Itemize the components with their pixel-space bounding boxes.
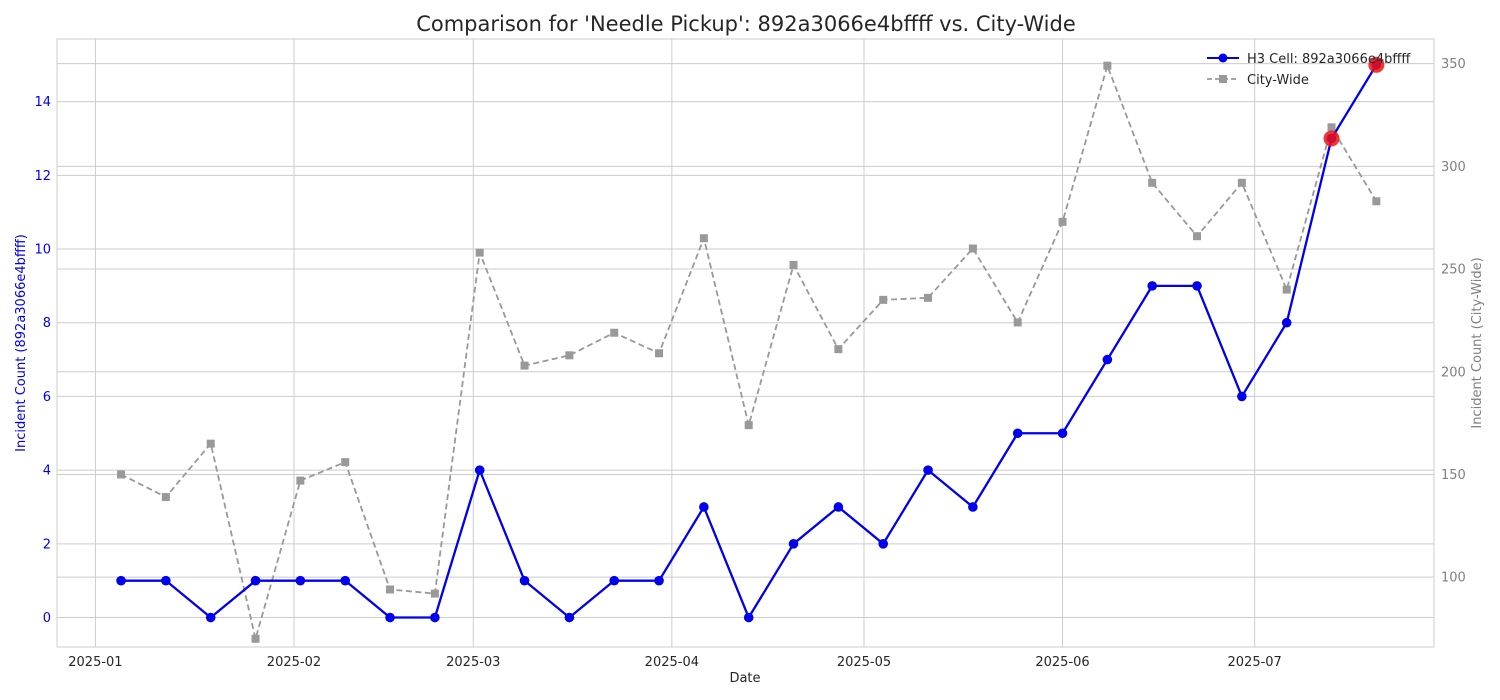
data-point-city-wide [1282,285,1291,294]
left-tick-label: 12 [34,169,51,184]
data-point-h3-cell [1147,281,1157,291]
right-tick-label: 100 [1441,571,1466,586]
data-point-city-wide [430,589,439,598]
data-point-city-wide [251,634,260,643]
data-point-city-wide [117,470,126,479]
data-point-city-wide [699,234,708,243]
data-point-h3-cell [116,575,126,586]
data-point-h3-cell [295,575,306,586]
data-point-city-wide [520,361,529,370]
data-point-h3-cell [564,612,575,623]
x-tick-label: 2025-02 [267,655,321,670]
highlighted-point [1323,130,1340,147]
data-point-h3-cell [474,465,485,475]
left-axis-ticks: 0 2 4 6 8 10 12 14 [34,95,51,626]
x-tick-label: 2025-06 [1035,655,1089,670]
highlight-layer [1323,56,1385,147]
data-point-city-wide [1103,61,1112,70]
data-point-h3-cell [1237,391,1247,402]
data-point-city-wide [744,421,753,430]
left-tick-label: 10 [34,243,51,258]
data-point-city-wide [789,260,798,269]
right-tick-label: 300 [1441,160,1466,175]
left-tick-label: 14 [34,95,51,110]
plot-area [56,38,1435,648]
x-tick-label: 2025-01 [68,655,122,670]
left-tick-label: 4 [43,464,51,479]
legend: H3 Cell: 892a3066e4bffff City-Wide [1207,52,1411,88]
data-point-city-wide [610,328,619,337]
data-point-city-wide [475,248,484,257]
x-tick-label: 2025-05 [837,655,891,670]
data-point-h3-cell [833,502,844,512]
data-point-h3-cell [250,575,261,586]
data-point-city-wide [1372,197,1381,206]
data-point-city-wide [565,351,574,360]
x-tick-label: 2025-04 [645,655,699,670]
highlighted-point [1368,56,1385,73]
data-point-city-wide [206,439,215,448]
legend-label-city-wide: City-Wide [1247,73,1309,88]
data-point-city-wide [1013,318,1022,327]
data-point-city-wide [968,244,977,253]
data-point-h3-cell [923,465,933,475]
right-tick-label: 350 [1441,57,1466,72]
left-tick-label: 2 [43,537,51,552]
data-point-h3-cell [1012,428,1023,439]
x-tick-label: 2025-03 [446,655,500,670]
data-point-city-wide [1058,217,1067,226]
data-point-h3-cell [205,612,216,623]
data-point-h3-cell [743,612,754,623]
data-point-h3-cell [609,575,620,586]
series-layer [116,59,1382,643]
data-point-city-wide [341,458,350,467]
right-tick-label: 150 [1441,468,1466,483]
data-point-city-wide [1148,178,1157,187]
data-point-h3-cell [968,502,978,512]
data-point-h3-cell [878,539,888,549]
data-point-city-wide [655,349,664,358]
data-point-h3-cell [519,575,530,586]
legend-label-h3-cell: H3 Cell: 892a3066e4bffff [1247,52,1411,67]
data-point-h3-cell [699,502,709,512]
data-point-h3-cell [385,612,395,623]
data-point-h3-cell [1281,317,1292,328]
x-axis-label: Date [729,671,760,686]
grid-lines [57,39,1434,647]
data-point-city-wide [1193,232,1202,241]
data-point-h3-cell [340,575,351,586]
right-axis-label: Incident Count (City-Wide) [1470,257,1485,428]
data-point-h3-cell [1192,281,1202,291]
left-axis-label: Incident Count (892a3066e4bffff) [14,234,29,452]
data-point-city-wide [1237,178,1246,187]
data-point-h3-cell [1057,428,1068,439]
x-tick-label: 2025-07 [1228,655,1282,670]
chart-title: Comparison for 'Needle Pickup': 892a3066… [416,12,1076,36]
data-point-city-wide [296,476,305,485]
data-point-city-wide [834,345,843,354]
data-point-h3-cell [1102,354,1113,365]
data-point-h3-cell [654,575,664,586]
data-point-city-wide [879,295,888,304]
data-point-h3-cell [430,612,440,623]
left-tick-label: 0 [43,611,51,626]
data-point-city-wide [386,585,395,594]
data-point-city-wide [161,493,170,502]
legend-marker-h3-cell [1218,53,1228,63]
left-tick-label: 6 [43,390,51,405]
x-axis-ticks: 2025-01 2025-02 2025-03 2025-04 2025-05 2025-… [68,655,1282,670]
data-point-h3-cell [788,539,799,549]
data-point-h3-cell [161,575,171,586]
data-point-city-wide [924,293,933,302]
right-axis-ticks: 100 150 200 250 300 350 [1441,57,1466,586]
right-tick-label: 250 [1441,263,1466,278]
left-tick-label: 8 [43,316,51,331]
legend-marker-city-wide [1219,75,1227,83]
data-point-city-wide [1327,123,1336,132]
right-tick-label: 200 [1441,365,1466,380]
